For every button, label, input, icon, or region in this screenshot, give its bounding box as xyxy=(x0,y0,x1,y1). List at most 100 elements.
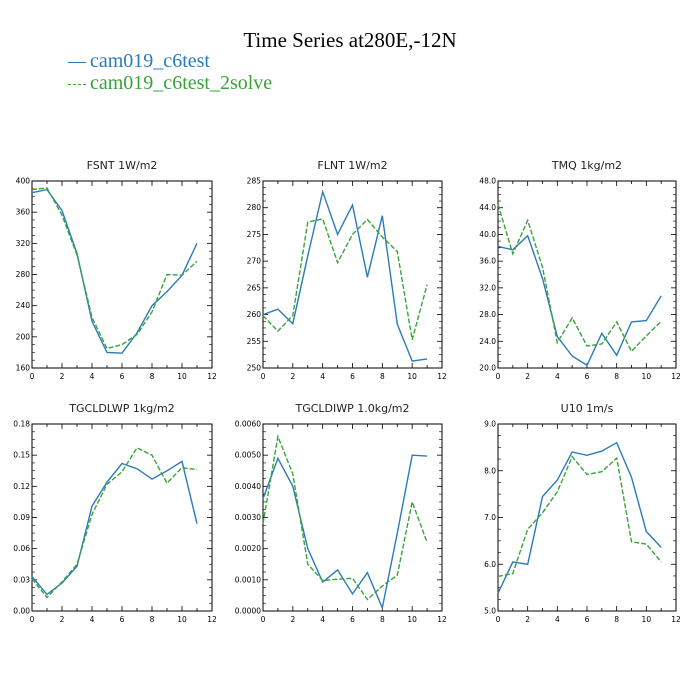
y-tick-label: 0.06 xyxy=(13,544,30,553)
chart-panel-3: TMQ 1kg/m2 0 2 4 6 8 10 12 20.0 24.0 28.0 32.0 36.0 4… xyxy=(479,159,681,381)
chart-title: FLNT 1W/m2 xyxy=(317,159,387,172)
y-tick-label: 360 xyxy=(16,208,31,217)
y-tick-label: 200 xyxy=(16,332,31,341)
y-tick-label: 0.09 xyxy=(13,513,30,522)
x-tick-label: 6 xyxy=(120,372,125,381)
plot-frame xyxy=(262,423,443,612)
x-tick-label: 8 xyxy=(380,372,385,381)
y-tick-label: 0.18 xyxy=(13,420,30,429)
series-line-2 xyxy=(497,455,662,578)
x-tick-label: 10 xyxy=(642,615,652,624)
chart-title: TGCLDLWP 1kg/m2 xyxy=(68,402,174,415)
x-tick-label: 6 xyxy=(350,615,355,624)
x-tick-label: 4 xyxy=(90,615,95,624)
legend-item-series-1: cam019_c6test xyxy=(68,50,210,74)
y-tick-label: 0.0030 xyxy=(235,513,261,522)
page-title: Time Series at280E,-12N xyxy=(243,28,457,52)
x-tick-label: 6 xyxy=(585,615,590,624)
chart-panel-2: FLNT 1W/m2 0 2 4 6 8 10 12 250 255 260 265 270 275 280… xyxy=(247,159,447,381)
chart-panel-6: U10 1m/s 0 2 4 6 8 10 12 5.0 6.0 7.0 8.0 9.0 xyxy=(484,402,681,624)
series-line-2 xyxy=(262,218,428,340)
x-tick-label: 12 xyxy=(207,372,217,381)
x-tick-label: 2 xyxy=(290,372,295,381)
x-tick-label: 0 xyxy=(496,615,501,624)
legend-item-series-2: cam019_c6test_2solve xyxy=(68,72,272,96)
x-tick-label: 8 xyxy=(614,615,619,624)
y-tick-label: 0.0050 xyxy=(235,451,261,460)
x-tick-label: 8 xyxy=(150,372,155,381)
x-tick-label: 12 xyxy=(437,372,447,381)
y-tick-label: 275 xyxy=(247,230,262,239)
y-tick-label: 20.0 xyxy=(479,364,496,373)
legend-swatch-series-1 xyxy=(68,61,86,63)
legend-label-series-1: cam019_c6test xyxy=(90,50,210,72)
chart-panel-5: TGCLDIWP 1.0kg/m2 0 2 4 6 8 10 12 0.0000 0.0010 0.… xyxy=(235,402,447,624)
x-tick-label: 2 xyxy=(290,615,295,624)
y-tick-label: 9.0 xyxy=(484,420,496,429)
chart-panel-4: TGCLDLWP 1kg/m2 0 2 4 6 8 10 12 0.00 0.03 0.06 0.09… xyxy=(13,402,217,624)
series-line-1 xyxy=(497,441,662,594)
x-tick-label: 6 xyxy=(350,372,355,381)
x-tick-label: 10 xyxy=(177,372,187,381)
x-tick-label: 0 xyxy=(30,615,35,624)
y-tick-label: 0.03 xyxy=(13,575,30,584)
chart-title: TMQ 1kg/m2 xyxy=(551,159,622,172)
y-tick-label: 32.0 xyxy=(479,283,496,292)
x-tick-label: 8 xyxy=(150,615,155,624)
x-tick-label: 8 xyxy=(380,615,385,624)
y-tick-label: 7.0 xyxy=(484,513,496,522)
y-tick-label: 24.0 xyxy=(479,337,496,346)
y-tick-label: 0.00 xyxy=(13,607,30,616)
x-tick-label: 10 xyxy=(407,372,417,381)
x-tick-label: 8 xyxy=(614,372,619,381)
y-tick-label: 0.0040 xyxy=(235,482,261,491)
y-tick-label: 320 xyxy=(16,239,31,248)
x-tick-label: 2 xyxy=(525,372,530,381)
series-line-2 xyxy=(31,187,198,350)
x-tick-label: 0 xyxy=(261,615,266,624)
series-line-2 xyxy=(497,204,662,353)
y-tick-label: 265 xyxy=(247,283,262,292)
y-tick-label: 260 xyxy=(247,310,262,319)
x-tick-label: 12 xyxy=(207,615,217,624)
series-line-2 xyxy=(262,433,428,601)
x-tick-label: 4 xyxy=(320,372,325,381)
x-tick-label: 10 xyxy=(407,615,417,624)
series-line-1 xyxy=(262,454,428,611)
x-tick-label: 10 xyxy=(177,615,187,624)
series-line-2 xyxy=(31,446,198,599)
x-tick-label: 0 xyxy=(30,372,35,381)
y-tick-label: 240 xyxy=(16,301,31,310)
x-tick-label: 2 xyxy=(60,615,65,624)
plot-frame xyxy=(497,423,677,612)
y-tick-label: 0.0020 xyxy=(235,544,261,553)
y-tick-label: 280 xyxy=(16,270,31,279)
series-line-1 xyxy=(31,188,198,354)
y-tick-label: 400 xyxy=(16,177,31,186)
y-tick-label: 28.0 xyxy=(479,310,496,319)
x-tick-label: 12 xyxy=(437,615,447,624)
x-tick-label: 0 xyxy=(261,372,266,381)
y-tick-label: 36.0 xyxy=(479,257,496,266)
plot-frame xyxy=(31,423,213,612)
x-tick-label: 4 xyxy=(320,615,325,624)
chart-title: U10 1m/s xyxy=(561,402,614,415)
series-line-1 xyxy=(31,460,198,596)
x-tick-label: 4 xyxy=(555,372,560,381)
x-tick-label: 12 xyxy=(671,615,681,624)
series-line-1 xyxy=(497,234,662,367)
y-tick-label: 0.0010 xyxy=(235,575,261,584)
y-tick-label: 250 xyxy=(247,364,262,373)
legend-label-series-2: cam019_c6test_2solve xyxy=(90,72,273,94)
x-tick-label: 4 xyxy=(90,372,95,381)
x-tick-label: 2 xyxy=(60,372,65,381)
plot-frame xyxy=(262,180,443,369)
y-tick-label: 44.0 xyxy=(479,203,496,212)
y-tick-label: 0.0000 xyxy=(235,607,261,616)
y-tick-label: 270 xyxy=(247,257,262,266)
x-tick-label: 6 xyxy=(120,615,125,624)
y-tick-label: 40.0 xyxy=(479,230,496,239)
y-tick-label: 160 xyxy=(16,364,31,373)
x-tick-label: 0 xyxy=(496,372,501,381)
x-tick-label: 4 xyxy=(555,615,560,624)
